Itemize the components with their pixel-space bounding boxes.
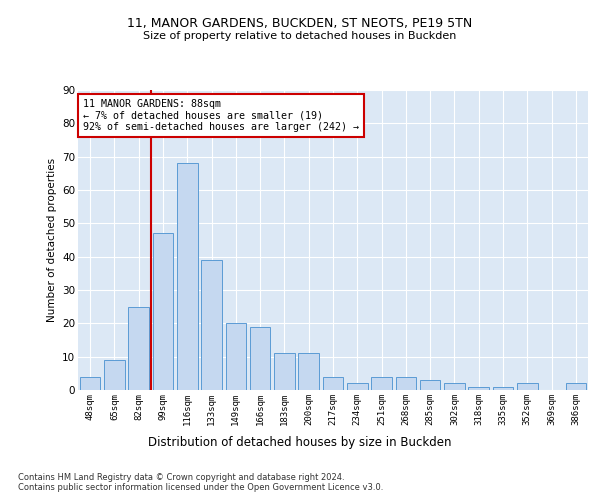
Bar <box>395 376 416 390</box>
Bar <box>104 360 125 390</box>
Text: Contains HM Land Registry data © Crown copyright and database right 2024.: Contains HM Land Registry data © Crown c… <box>18 472 344 482</box>
Bar <box>152 234 173 390</box>
Bar <box>177 164 197 390</box>
Y-axis label: Number of detached properties: Number of detached properties <box>47 158 56 322</box>
Bar <box>493 386 514 390</box>
Text: 11, MANOR GARDENS, BUCKDEN, ST NEOTS, PE19 5TN: 11, MANOR GARDENS, BUCKDEN, ST NEOTS, PE… <box>127 18 473 30</box>
Bar <box>469 386 489 390</box>
Bar <box>347 384 368 390</box>
Bar <box>201 260 222 390</box>
Bar <box>420 380 440 390</box>
Bar <box>323 376 343 390</box>
Text: Distribution of detached houses by size in Buckden: Distribution of detached houses by size … <box>148 436 452 449</box>
Text: Size of property relative to detached houses in Buckden: Size of property relative to detached ho… <box>143 31 457 41</box>
Bar <box>566 384 586 390</box>
Bar <box>274 354 295 390</box>
Bar <box>226 324 246 390</box>
Bar <box>517 384 538 390</box>
Text: Contains public sector information licensed under the Open Government Licence v3: Contains public sector information licen… <box>18 482 383 492</box>
Bar <box>444 384 465 390</box>
Bar <box>371 376 392 390</box>
Text: 11 MANOR GARDENS: 88sqm
← 7% of detached houses are smaller (19)
92% of semi-det: 11 MANOR GARDENS: 88sqm ← 7% of detached… <box>83 99 359 132</box>
Bar <box>80 376 100 390</box>
Bar <box>298 354 319 390</box>
Bar <box>128 306 149 390</box>
Bar <box>250 326 271 390</box>
